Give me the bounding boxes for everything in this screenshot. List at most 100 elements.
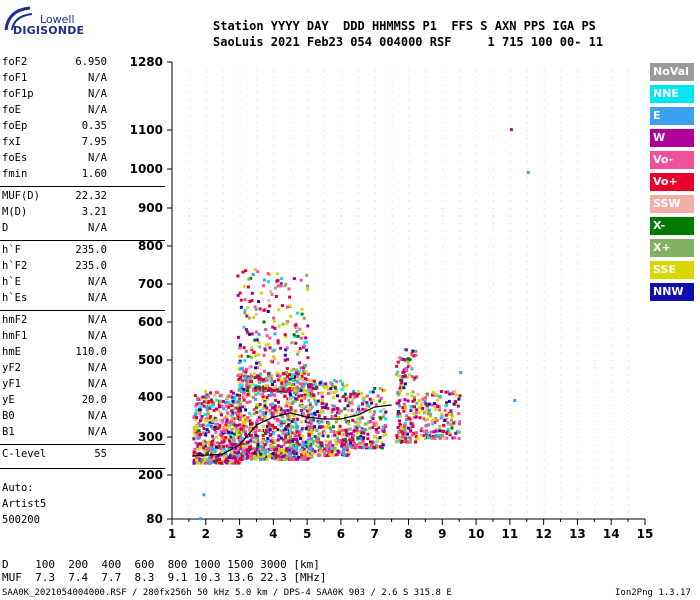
echo-point [199,396,203,400]
echo-point [268,336,272,340]
echo-point [246,386,250,390]
echo-point [432,402,436,406]
echo-point [348,395,352,399]
echo-point [299,389,303,392]
echo-point [296,375,299,379]
echo-point [276,388,279,392]
echo-point [406,432,409,436]
param-name: yF1 [2,378,21,390]
echo-point [205,393,209,397]
echo-point [263,431,267,435]
param-name: foF1 [2,72,28,84]
x-tick-label: 14 [603,527,620,541]
echo-point [454,431,458,435]
echo-point [244,432,248,436]
echo-point [262,308,266,312]
echo-point [320,441,324,445]
echo-point [310,390,314,394]
echo-point [261,442,265,446]
echo-point [403,436,407,440]
echo-point [212,437,216,441]
echo-point [409,429,413,433]
echo-point [416,392,420,396]
echo-point [277,400,280,404]
echo-point [427,402,431,406]
echo-point [397,430,401,434]
echo-point [223,459,227,463]
echo-point [357,392,360,396]
echo-point [261,418,264,422]
echo-point [289,436,293,440]
echo-point [302,316,306,320]
echo-point [213,393,217,397]
echo-point [231,448,235,452]
echo-point [205,424,209,428]
echo-point [256,374,260,378]
echo-point [414,349,418,353]
echo-point [357,404,361,408]
echo-point [243,416,247,419]
echo-point [375,420,379,424]
echo-point [294,428,298,432]
echo-point [296,380,300,384]
echo-point [217,453,221,457]
echo-point [332,430,336,434]
echo-point [242,346,246,350]
echo-point [251,456,255,460]
echo-point [198,408,202,412]
echo-point [194,456,198,460]
echo-point [298,449,302,452]
echo-point [238,346,242,350]
echo-point [237,446,241,449]
echo-point [272,355,276,359]
echo-point [279,390,283,394]
echo-point [415,401,419,405]
echo-point [258,389,262,393]
echo-point [383,423,387,427]
echo-point [250,421,254,425]
echo-point [324,382,328,386]
echo-point [254,386,258,390]
echo-point [295,368,299,372]
echo-point [243,309,247,312]
echo-point [212,455,215,459]
echo-point [276,339,280,343]
echo-point [265,395,269,399]
echo-point [198,442,202,446]
echo-point [331,404,335,408]
echo-point [196,442,200,446]
echo-point [269,380,273,383]
echo-point [411,399,415,403]
echo-point [218,394,222,398]
echo-point [429,412,432,416]
x-tick-label: 3 [235,527,243,541]
echo-point [446,423,450,427]
echo-point [240,389,244,393]
echo-point [240,454,244,458]
echo-point [333,379,337,382]
echo-point [205,447,209,451]
echo-point [198,446,202,450]
echo-point [283,394,287,398]
echo-point [404,368,408,372]
echo-point [426,393,430,397]
echo-point [300,386,304,390]
echo-point [315,428,319,432]
echo-point [294,421,298,425]
echo-point [300,394,304,397]
echo-point [336,394,339,398]
echo-point [414,435,418,439]
echo-point [233,461,237,465]
echo-point [308,383,312,387]
echo-point [284,390,288,393]
echo-point [261,434,265,438]
echo-point [358,409,362,413]
echo-point [370,446,374,450]
echo-point [229,422,233,426]
param-row: foEs N/A [2,152,107,168]
echo-point [291,373,295,377]
echo-point [237,367,241,371]
echo-point [304,370,308,374]
echo-point [242,369,246,373]
echo-point [231,438,235,442]
